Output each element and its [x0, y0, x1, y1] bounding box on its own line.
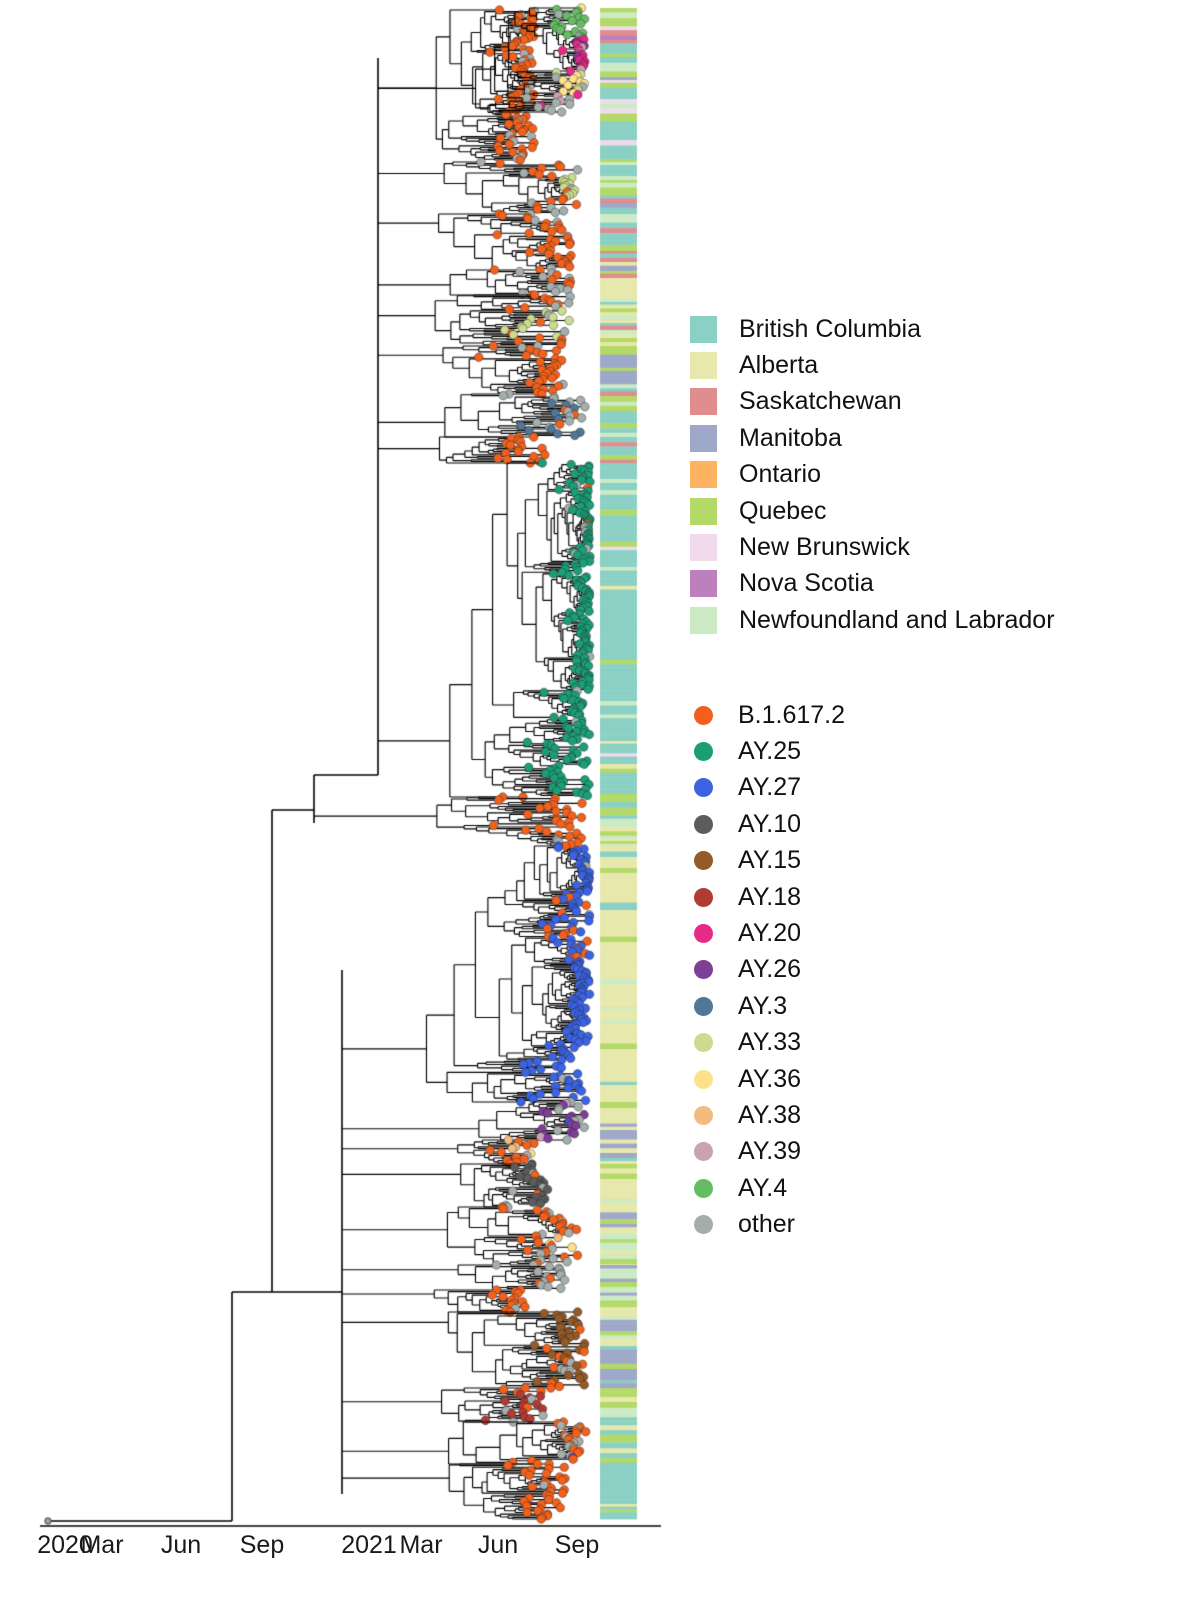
legend-label: B.1.617.2 [738, 700, 846, 729]
lineage-legend-item: AY.18 [690, 879, 845, 915]
legend-label: AY.10 [738, 809, 802, 838]
lineage-legend: B.1.617.2 AY.25 AY.27 AY.10 AY.15 AY.18 AY.20 A… [690, 697, 845, 1243]
province-color-swatch [690, 497, 717, 525]
legend-label: Newfoundland and Labrador [739, 605, 1055, 634]
province-color-swatch [690, 424, 717, 452]
legend-label: AY.18 [738, 882, 802, 911]
lineage-legend-item: AY.4 [690, 1170, 845, 1206]
time-axis-labels: 2020 Mar Jun Sep 2021 Mar Jun Sep [0, 1531, 1177, 1563]
lineage-legend-item: AY.10 [690, 806, 845, 842]
province-legend-item: New Brunswick [690, 529, 1055, 565]
axis-tick-label: Jun [160, 1531, 202, 1559]
lineage-legend-item: AY.26 [690, 952, 845, 988]
lineage-legend-item: other [690, 1206, 845, 1242]
lineage-legend-item: AY.33 [690, 1025, 845, 1061]
axis-tick-label: 2021 [341, 1531, 397, 1559]
legend-label: Saskatchewan [739, 387, 902, 416]
province-color-swatch [690, 352, 717, 380]
province-legend-item: Quebec [690, 493, 1055, 529]
province-color-swatch [690, 388, 717, 416]
lineage-color-dot [694, 924, 713, 944]
province-legend-item: Nova Scotia [690, 566, 1055, 602]
lineage-legend-item: AY.27 [690, 770, 845, 806]
axis-tick-label: 2020 [37, 1531, 93, 1559]
province-legend-item: Manitoba [690, 420, 1055, 456]
lineage-color-dot [694, 705, 713, 725]
province-legend-item: Saskatchewan [690, 384, 1055, 420]
legend-label: AY.36 [738, 1064, 802, 1093]
lineage-legend-item: AY.3 [690, 988, 845, 1024]
province-color-swatch [690, 534, 717, 562]
lineage-legend-item: AY.20 [690, 915, 845, 951]
lineage-color-dot [694, 742, 713, 762]
axis-tick-label: Jun [477, 1531, 519, 1559]
legend-label: AY.3 [738, 991, 788, 1020]
legend-label: AY.4 [738, 1173, 788, 1202]
lineage-color-dot [694, 1033, 713, 1053]
legend-label: Manitoba [739, 423, 842, 452]
axis-tick-label: Sep [239, 1531, 285, 1559]
legend-label: New Brunswick [739, 533, 910, 562]
lineage-color-dot [694, 1105, 713, 1125]
province-legend-item: Ontario [690, 457, 1055, 493]
legend-label: AY.15 [738, 846, 802, 875]
legend-label: AY.20 [738, 919, 802, 948]
legend-label: British Columbia [739, 314, 922, 343]
lineage-legend-item: AY.36 [690, 1061, 845, 1097]
legend-label: Ontario [739, 460, 821, 489]
axis-tick-label: Sep [554, 1531, 600, 1559]
legend-label: AY.27 [738, 773, 802, 802]
province-legend: British Columbia Alberta Saskatchewan Manit… [690, 311, 1055, 639]
legend-label: other [738, 1210, 795, 1239]
lineage-color-dot [694, 960, 713, 980]
lineage-legend-item: AY.25 [690, 733, 845, 769]
legend-label: Alberta [739, 351, 819, 380]
lineage-color-dot [694, 1069, 713, 1089]
province-color-swatch [690, 315, 717, 343]
province-legend-item: Alberta [690, 347, 1055, 383]
province-color-swatch [690, 570, 717, 598]
lineage-color-dot [694, 1215, 713, 1235]
lineage-legend-item: AY.38 [690, 1097, 845, 1133]
province-color-swatch [690, 461, 717, 489]
lineage-color-dot [694, 851, 713, 871]
lineage-color-dot [694, 887, 713, 907]
lineage-legend-item: AY.15 [690, 843, 845, 879]
legend-label: AY.33 [738, 1028, 802, 1057]
province-color-swatch [690, 606, 717, 634]
lineage-color-dot [694, 1178, 713, 1198]
axis-tick-label: Mar [399, 1531, 443, 1559]
legend-label: Nova Scotia [739, 569, 874, 598]
axis-tick-label: Mar [80, 1531, 124, 1559]
legend-label: AY.38 [738, 1100, 802, 1129]
legend-label: AY.25 [738, 737, 802, 766]
lineage-legend-item: B.1.617.2 [690, 697, 845, 733]
legend-label: AY.39 [738, 1137, 802, 1166]
lineage-color-dot [694, 1142, 713, 1162]
lineage-legend-item: AY.39 [690, 1134, 845, 1170]
lineage-color-dot [694, 814, 713, 834]
province-legend-item: British Columbia [690, 311, 1055, 347]
legend-label: Quebec [739, 496, 827, 525]
lineage-color-dot [694, 778, 713, 798]
province-legend-item: Newfoundland and Labrador [690, 602, 1055, 638]
lineage-color-dot [694, 996, 713, 1016]
legend-label: AY.26 [738, 955, 802, 984]
